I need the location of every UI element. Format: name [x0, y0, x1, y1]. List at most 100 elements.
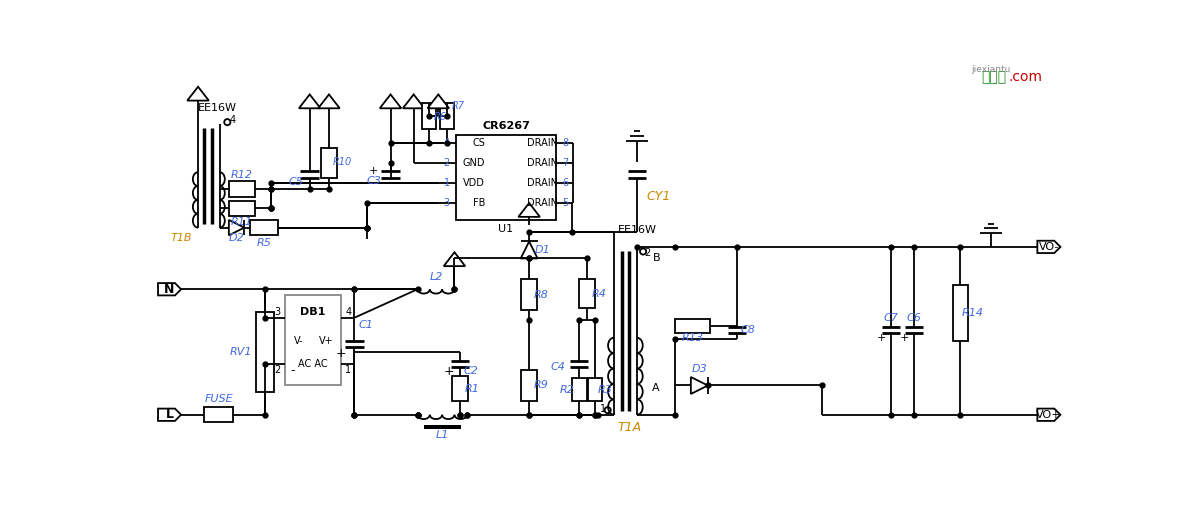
Text: 1: 1	[600, 404, 606, 413]
Text: 6: 6	[562, 178, 568, 188]
Text: 2: 2	[443, 158, 450, 168]
Polygon shape	[318, 95, 339, 108]
Text: R2: R2	[560, 385, 574, 395]
Text: T1A: T1A	[617, 421, 641, 433]
Text: C7: C7	[884, 313, 898, 323]
Polygon shape	[403, 95, 424, 108]
Text: 5: 5	[562, 198, 568, 208]
Text: 7: 7	[562, 158, 568, 168]
Text: 3: 3	[444, 198, 450, 208]
Bar	[587, 378, 601, 401]
Text: U1: U1	[499, 224, 513, 234]
Bar	[522, 279, 537, 310]
Polygon shape	[1037, 409, 1060, 421]
Text: 4: 4	[444, 138, 450, 148]
Text: +: +	[335, 346, 345, 360]
Text: 3: 3	[274, 307, 280, 317]
Text: 2: 2	[274, 365, 281, 375]
Text: VO-: VO-	[1039, 242, 1059, 252]
Text: L2: L2	[429, 272, 443, 282]
Text: R5: R5	[257, 238, 272, 248]
Bar	[456, 135, 556, 220]
Text: C4: C4	[550, 362, 566, 372]
Text: B: B	[653, 253, 660, 264]
Polygon shape	[158, 283, 181, 295]
Text: R1: R1	[464, 384, 480, 393]
Text: C3: C3	[366, 176, 381, 185]
Text: R10: R10	[333, 157, 353, 167]
Bar	[204, 407, 233, 423]
Text: V+: V+	[319, 336, 333, 346]
Text: RV1: RV1	[230, 347, 252, 357]
Bar	[322, 148, 337, 178]
Polygon shape	[444, 252, 466, 266]
Text: CY1: CY1	[647, 190, 671, 203]
Text: CS: CS	[473, 138, 485, 148]
Text: A: A	[653, 383, 660, 393]
Text: C2: C2	[463, 366, 478, 376]
Text: 8: 8	[562, 138, 568, 148]
Bar	[422, 103, 436, 129]
Text: VDD: VDD	[463, 178, 485, 188]
Text: 4: 4	[230, 115, 236, 125]
Text: .com: .com	[1009, 71, 1043, 84]
Text: +: +	[900, 333, 910, 343]
Text: FUSE: FUSE	[205, 394, 233, 404]
Text: +: +	[877, 333, 886, 343]
Text: R3: R3	[598, 385, 613, 395]
Text: D1: D1	[535, 245, 551, 255]
Bar	[579, 279, 594, 309]
Text: -: -	[291, 364, 295, 377]
Text: L: L	[166, 408, 174, 421]
Bar	[572, 378, 587, 401]
Text: EE16W: EE16W	[198, 103, 237, 113]
Text: CR6267: CR6267	[482, 121, 530, 131]
Text: R8: R8	[534, 290, 549, 299]
Polygon shape	[299, 95, 320, 108]
Text: 1: 1	[345, 365, 351, 375]
Text: R14: R14	[961, 308, 984, 318]
Text: N: N	[164, 283, 175, 296]
Text: DRAIN: DRAIN	[526, 138, 557, 148]
Polygon shape	[1037, 241, 1060, 253]
Bar	[256, 312, 274, 391]
Text: R11: R11	[231, 217, 252, 227]
Polygon shape	[520, 242, 537, 259]
Polygon shape	[518, 203, 540, 217]
Bar	[953, 285, 968, 341]
Text: R4: R4	[592, 289, 606, 299]
Text: +: +	[369, 167, 379, 176]
Text: L1: L1	[436, 430, 449, 440]
Text: DRAIN: DRAIN	[526, 198, 557, 208]
Bar	[522, 370, 537, 401]
Text: R12: R12	[231, 170, 252, 180]
Bar	[229, 181, 255, 197]
Text: GND: GND	[463, 158, 485, 168]
Bar	[439, 103, 454, 129]
Text: C5: C5	[288, 177, 304, 187]
Text: 4: 4	[345, 307, 351, 317]
Text: VO+: VO+	[1036, 410, 1061, 420]
Polygon shape	[691, 377, 707, 394]
Text: C8: C8	[741, 325, 755, 335]
Text: FB: FB	[473, 198, 485, 208]
Text: jiexiantu: jiexiantu	[972, 65, 1011, 74]
Bar	[453, 376, 468, 401]
Text: R7: R7	[451, 101, 464, 111]
Text: R13: R13	[681, 333, 704, 343]
Text: V-: V-	[294, 336, 304, 346]
Bar	[675, 319, 710, 333]
Text: 接线图: 接线图	[981, 71, 1006, 84]
Text: T1B: T1B	[170, 234, 192, 243]
Bar	[285, 295, 341, 385]
Text: EE16W: EE16W	[617, 225, 656, 235]
Bar	[229, 201, 255, 216]
Text: DRAIN: DRAIN	[526, 158, 557, 168]
Polygon shape	[158, 409, 181, 421]
Bar	[250, 220, 279, 236]
Text: D3: D3	[692, 363, 707, 374]
Text: C1: C1	[358, 320, 373, 331]
Polygon shape	[229, 220, 244, 236]
Text: AC AC: AC AC	[298, 359, 328, 369]
Text: D2: D2	[229, 234, 244, 243]
